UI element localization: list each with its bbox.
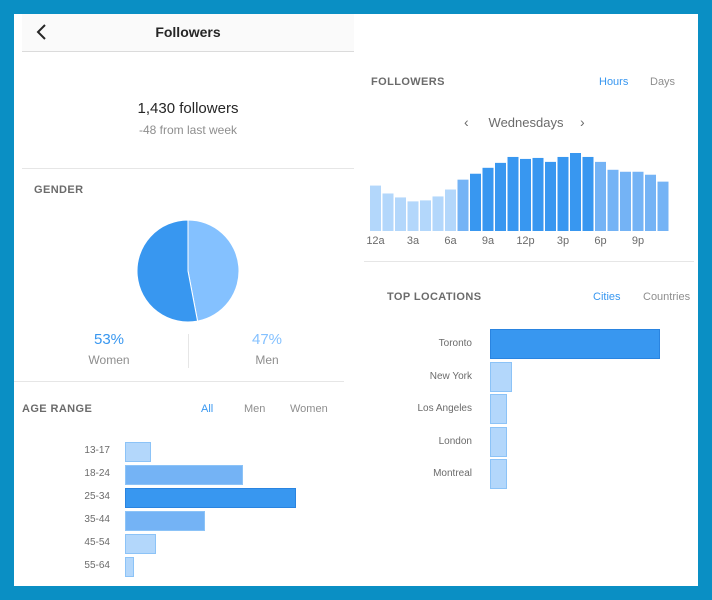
hour-bar	[445, 189, 456, 231]
hour-bar	[370, 185, 381, 231]
hour-bar	[657, 181, 669, 231]
divider	[22, 168, 354, 169]
gender-divider	[188, 334, 189, 368]
hour-bar	[557, 156, 569, 231]
hour-bar	[607, 169, 619, 231]
hour-bar	[620, 171, 631, 231]
followers-time-title: FOLLOWERS	[371, 76, 445, 88]
location-bar	[490, 394, 507, 424]
age-bar	[125, 442, 151, 462]
location-bar	[490, 426, 507, 457]
prev-day-chevron-icon[interactable]: ‹	[464, 114, 469, 130]
hour-bar	[532, 157, 544, 231]
hour-bar	[570, 153, 581, 231]
hour-bar	[507, 156, 519, 231]
hour-tick: 12p	[516, 235, 535, 247]
location-bar	[490, 329, 660, 359]
hourly-bar-chart	[370, 153, 669, 231]
nav-header: Followers	[22, 14, 354, 52]
pie-slice-women	[136, 219, 199, 323]
age-range-title: AGE RANGE	[22, 403, 93, 415]
age-group-label: 55-64	[84, 560, 110, 571]
follower-delta: -48 from last week	[138, 123, 238, 137]
age-bar	[125, 488, 296, 508]
tab-age-women[interactable]: Women	[290, 403, 328, 415]
divider	[14, 381, 344, 382]
age-group-label: 35-44	[84, 514, 110, 525]
page-title: Followers	[155, 24, 221, 40]
hour-bar	[395, 197, 406, 231]
hour-tick: 6a	[444, 235, 457, 247]
location-label: Los Angeles	[417, 403, 473, 414]
hour-tick: 3a	[406, 235, 420, 247]
tab-days[interactable]: Days	[650, 76, 676, 88]
age-group-label: 45-54	[84, 537, 110, 548]
tab-hours[interactable]: Hours	[599, 76, 629, 88]
hour-bar	[495, 162, 506, 231]
followers-panel-left: Followers 1,430 followers -48 from last …	[14, 14, 354, 586]
divider	[364, 261, 694, 262]
location-label: Toronto	[438, 338, 472, 349]
hour-bar	[482, 167, 494, 231]
hour-tick: 3p	[556, 235, 570, 247]
age-bar	[125, 465, 243, 485]
age-bar	[125, 557, 134, 577]
men-label: Men	[255, 353, 279, 367]
hour-bar	[582, 156, 594, 231]
women-label: Women	[88, 353, 130, 367]
tab-age-men[interactable]: Men	[244, 403, 266, 415]
tab-age-all[interactable]: All	[201, 403, 214, 415]
hour-tick: 6p	[594, 235, 607, 247]
hour-bar	[595, 161, 606, 231]
hour-bar	[520, 158, 531, 231]
back-chevron-icon[interactable]	[32, 22, 52, 42]
location-bar	[490, 459, 507, 489]
location-label: Montreal	[433, 468, 472, 479]
day-selector: Wednesdays	[488, 115, 564, 130]
age-group-label: 13-17	[84, 445, 110, 456]
men-percent: 47%	[251, 331, 283, 348]
hour-bar	[645, 174, 656, 231]
gender-pie-chart	[136, 219, 240, 323]
hour-tick: 12a	[366, 235, 385, 247]
location-label: London	[438, 435, 472, 447]
pie-slice-men	[187, 219, 240, 322]
hour-bar	[432, 196, 444, 231]
next-day-chevron-icon[interactable]: ›	[580, 114, 585, 130]
hour-bar	[457, 179, 469, 231]
age-group-label: 25-34	[84, 491, 110, 502]
hour-bar	[470, 173, 481, 231]
hour-bar	[420, 200, 431, 231]
tab-countries[interactable]: Countries	[643, 291, 691, 303]
age-bar	[125, 534, 156, 554]
location-label: New York	[429, 370, 472, 382]
women-percent: 53%	[93, 331, 125, 348]
age-group-label: 18-24	[84, 468, 110, 479]
gender-title: GENDER	[34, 184, 84, 196]
age-bar	[125, 511, 206, 531]
hour-bar	[407, 201, 419, 231]
hour-tick: 9p	[631, 235, 645, 247]
top-locations-title: TOP LOCATIONS	[387, 291, 482, 303]
hour-tick: 9a	[481, 235, 495, 247]
hour-bar	[382, 193, 394, 231]
tab-cities[interactable]: Cities	[593, 291, 621, 303]
hour-bar	[632, 171, 644, 231]
followers-panel-right: FOLLOWERS Hours Days ‹ Wednesdays › 12a 3…	[354, 14, 698, 586]
hour-bar	[545, 161, 556, 231]
location-bar	[490, 361, 513, 392]
follower-count: 1,430 followers	[137, 100, 239, 117]
